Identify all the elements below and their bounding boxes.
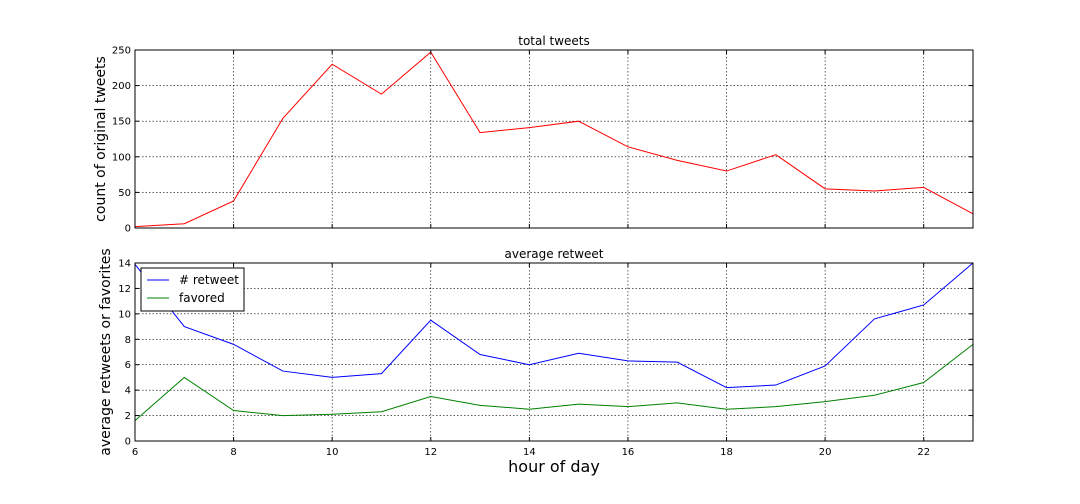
- average-retweet-ytick-label: 8: [125, 335, 131, 346]
- total-tweets-frame: [134, 49, 974, 229]
- average-retweet-xtick-label: 18: [720, 447, 733, 458]
- average-retweet-xtick-label: 16: [622, 447, 635, 458]
- legend: # retweet favored: [140, 267, 245, 312]
- average-retweet-xtick-label: 22: [917, 447, 930, 458]
- total-tweets-ytick-label: 100: [112, 152, 131, 163]
- total-tweets-ytick-label: 200: [112, 81, 131, 92]
- total-tweets-ytick-label: 150: [112, 117, 131, 128]
- average-retweet-xtick-label: 12: [424, 447, 437, 458]
- total-tweets-ytick-label: 250: [112, 46, 131, 57]
- average-retweet-ytick-label: 2: [125, 411, 131, 422]
- total-tweets-title: total tweets: [518, 34, 590, 48]
- legend-box: [140, 267, 245, 312]
- average-retweet-xtick-label: 20: [819, 447, 832, 458]
- average-retweet-ytick-label: 4: [125, 386, 131, 397]
- average-retweet-ytick-label: 14: [118, 259, 131, 270]
- total-tweets-ylabel: count of original tweets: [93, 56, 109, 222]
- average-retweet-xlabel: hour of day: [508, 457, 600, 476]
- average-retweet-favored-line: [134, 343, 974, 422]
- total-tweets-gridlines: [134, 49, 973, 229]
- average-retweet-ylabel: average retweets or favorites: [98, 248, 114, 455]
- average-retweet-plot-area: [135, 263, 973, 441]
- average-retweet-retweet-line: [134, 262, 974, 389]
- average-retweet-xtick-label: 10: [326, 447, 339, 458]
- total-tweets-ytick-label: 0: [125, 224, 131, 235]
- average-retweet-title: average retweet: [505, 247, 604, 261]
- legend-retweet-label: # retweet: [179, 273, 239, 287]
- average-retweet-ytick-label: 12: [118, 284, 131, 295]
- average-retweet-ytick-label: 10: [118, 309, 131, 320]
- average-retweet-xtick-label: 6: [132, 447, 138, 458]
- legend-favored-label: favored: [179, 291, 225, 305]
- average-retweet-ytick-label: 6: [125, 360, 131, 371]
- average-retweet-axes: 6 8 10 12 14 16 18 20 22 0 2 4 6 8 10 12 14 average retw…: [98, 247, 974, 476]
- total-tweets-ytick-label: 50: [118, 188, 131, 199]
- average-retweet-ticks: 6 8 10 12 14 16 18 20 22 0 2 4 6 8 10 12 14: [118, 259, 973, 458]
- total-tweets-axes: 0 50 100 150 200 250 total tweets count of or…: [93, 34, 974, 235]
- total-tweets-plot-area: [135, 50, 973, 228]
- average-retweet-ytick-label: 0: [125, 437, 131, 448]
- total-tweets-series-0-line: [134, 51, 974, 228]
- total-tweets-lines: [134, 51, 974, 228]
- average-retweet-xtick-label: 8: [230, 447, 236, 458]
- total-tweets-ticks: 0 50 100 150 200 250: [112, 46, 973, 235]
- average-retweet-xtick-label: 14: [523, 447, 536, 458]
- average-retweet-lines: [134, 262, 974, 422]
- average-retweet-frame: [134, 262, 974, 442]
